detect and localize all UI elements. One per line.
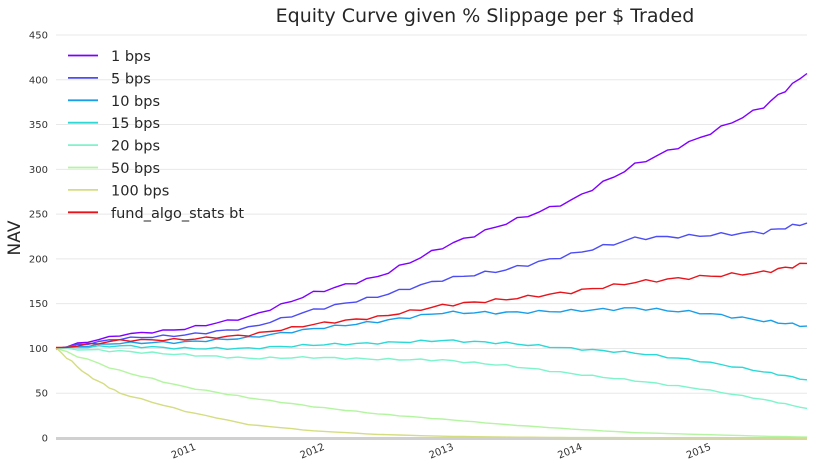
x-tick-label: 2011	[170, 442, 198, 462]
series-line	[55, 347, 808, 410]
legend: 1 bps 5 bps 10 bps 15 bps 20 bps 50 bps 100 bp…	[68, 49, 244, 222]
series-line	[55, 347, 808, 438]
legend-entry: 10 bps	[111, 94, 160, 110]
series-line	[55, 72, 808, 350]
series-line	[55, 222, 808, 350]
series-line	[55, 339, 808, 381]
legend-entry: fund_algo_stats bt	[111, 206, 244, 222]
chart-title: Equity Curve given % Slippage per $ Trad…	[276, 5, 695, 27]
legend-entry: 1 bps	[111, 49, 151, 65]
legend-entry: 15 bps	[111, 116, 160, 132]
y-tick-label: 400	[29, 75, 48, 86]
legend-entry: 100 bps	[111, 183, 169, 199]
y-tick-label: 50	[35, 389, 48, 400]
series-line	[55, 347, 807, 439]
y-tick-label: 250	[29, 210, 48, 221]
y-tick-label: 450	[29, 31, 48, 42]
y-tick-label: 150	[29, 299, 48, 310]
gridlines	[56, 34, 807, 439]
legend-entry: 5 bps	[111, 71, 151, 87]
y-tick-label: 200	[29, 254, 48, 265]
y-axis-label: NAV	[5, 220, 25, 255]
legend-entry: 50 bps	[111, 161, 160, 177]
x-tick-label: 2015	[685, 442, 713, 462]
x-tick-label: 2012	[299, 442, 327, 462]
series-line	[55, 307, 808, 351]
y-tick-label: 300	[29, 165, 48, 176]
x-tick-label: 2013	[428, 442, 456, 462]
x-tick-label: 2014	[556, 442, 584, 462]
series-line	[55, 262, 808, 349]
y-tick-label: 100	[29, 344, 48, 355]
y-tick-label: 0	[42, 434, 48, 445]
y-tick-label: 350	[29, 120, 48, 131]
legend-entry: 20 bps	[111, 139, 160, 155]
series-lines	[55, 72, 808, 439]
